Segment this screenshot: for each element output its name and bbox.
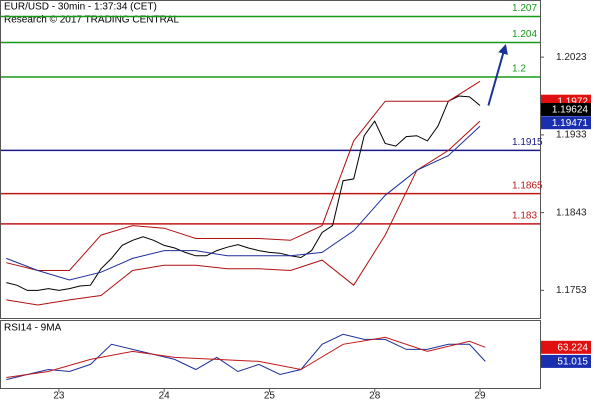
x-tick-label: 25	[264, 391, 276, 402]
price-marker	[541, 354, 591, 368]
y-tick-label: 1.1753	[556, 285, 587, 296]
price-marker-label: 51.015	[557, 357, 588, 368]
series-line	[6, 336, 486, 378]
level-label: 1.2	[512, 64, 526, 75]
x-tick-label: 23	[53, 391, 65, 402]
price-marker-label: 63.224	[557, 342, 588, 353]
y-tick-label: 1.1843	[556, 207, 587, 218]
level-label: 1.1865	[512, 180, 543, 191]
price-marker-label: 1.19624	[552, 105, 589, 116]
level-label: 1.183	[512, 210, 537, 221]
price-marker	[541, 116, 591, 130]
price-marker	[541, 340, 591, 354]
level-label: 1.1915	[512, 137, 543, 148]
series-line	[6, 80, 481, 271]
rsi-title: RSI14 - 9MA	[4, 323, 62, 334]
x-tick-label: 29	[474, 391, 486, 402]
price-marker-label: 1.19471	[552, 118, 589, 129]
x-tick-label: 28	[369, 391, 381, 402]
level-label: 1.204	[512, 29, 537, 40]
series-line	[6, 333, 486, 381]
y-tick-label: 1.1933	[556, 130, 587, 141]
projection-arrow	[487, 43, 508, 106]
chart-subtitle: Research © 2017 TRADING CENTRAL	[4, 15, 179, 26]
price-marker	[541, 102, 591, 116]
x-tick-label: 24	[159, 391, 171, 402]
series-line	[6, 95, 481, 291]
main-panel	[0, 0, 541, 319]
chart-title: EUR/USD - 30min - 1:37:34 (CET)	[4, 2, 157, 13]
series-line	[6, 120, 481, 306]
rsi-panel	[0, 320, 541, 389]
y-tick-label: 1.2023	[556, 52, 587, 63]
price-marker-label: 1.1972	[557, 96, 588, 107]
level-label: 1.207	[512, 3, 537, 14]
series-line	[6, 125, 481, 281]
